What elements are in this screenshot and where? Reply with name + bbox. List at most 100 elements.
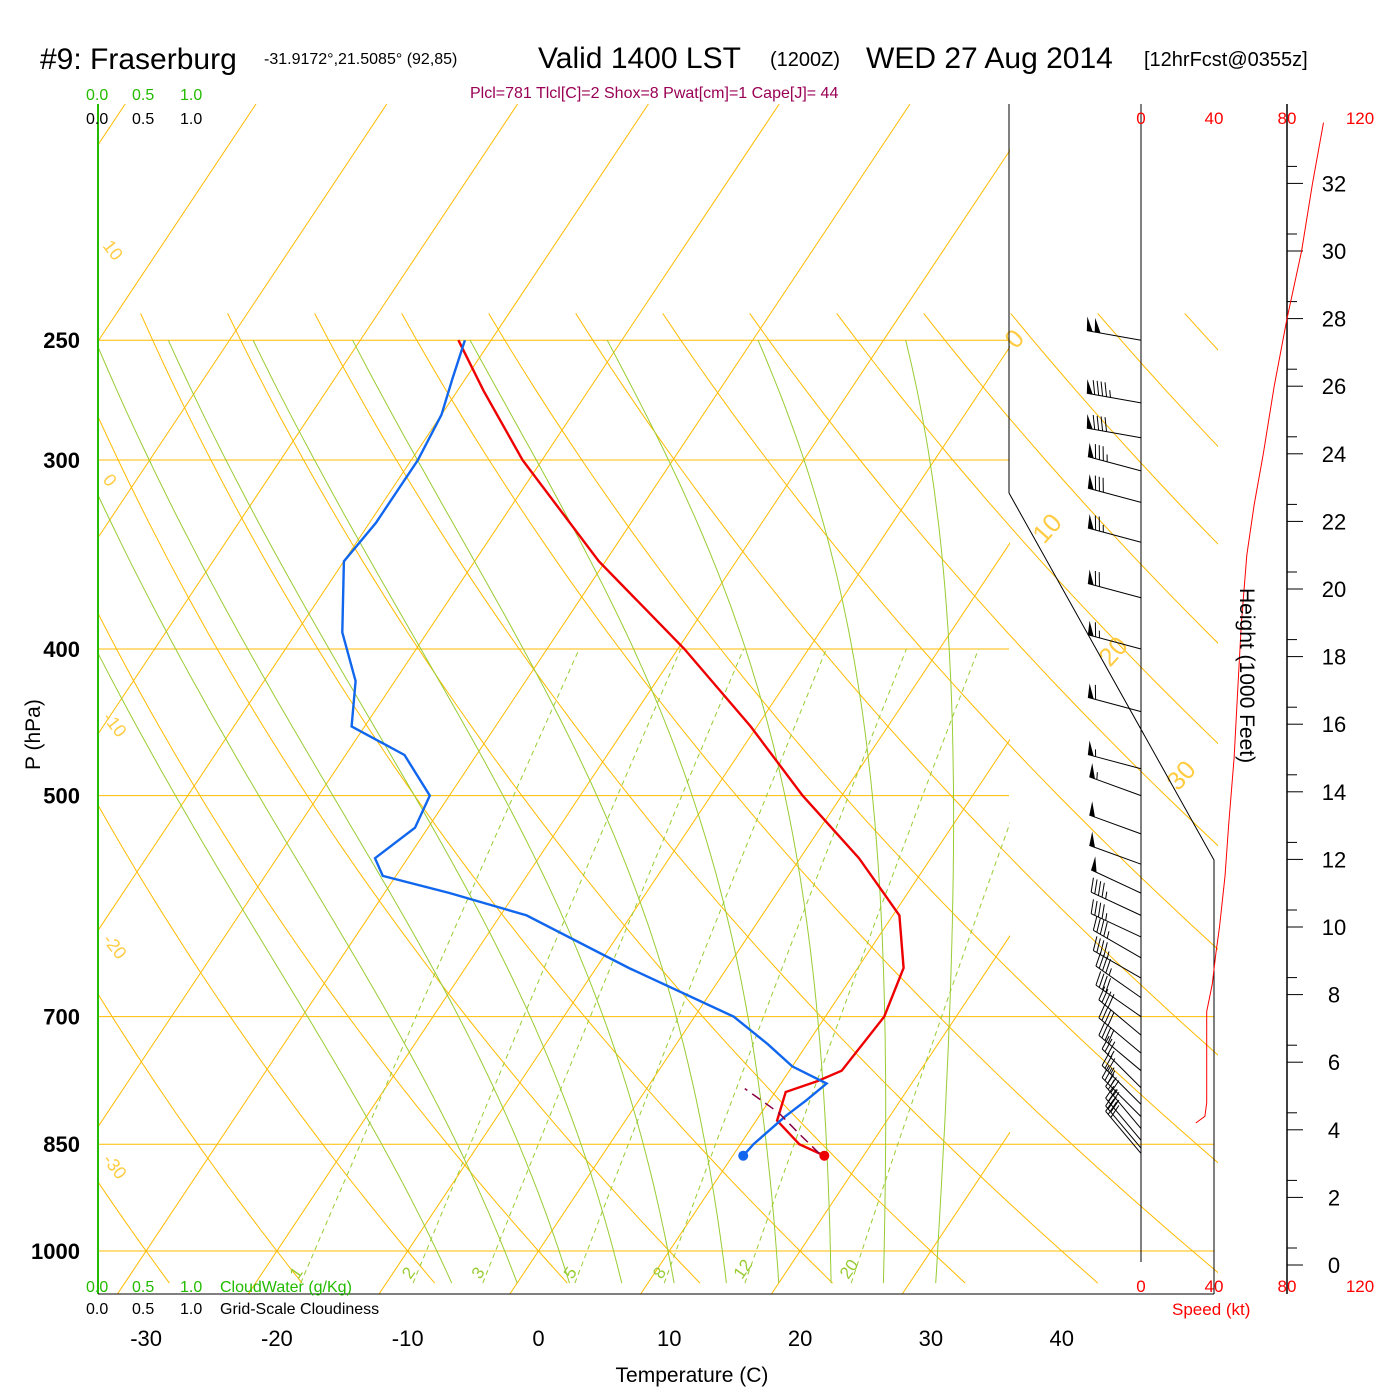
wind-barb — [1090, 899, 1142, 938]
wind-barb-full — [1095, 952, 1102, 967]
isotherm-line — [98, 104, 388, 539]
speed-bottom-tick-label: 120 — [1346, 1277, 1374, 1296]
height-tick-label: 30 — [1322, 239, 1346, 264]
wind-barb-staff — [1101, 1065, 1142, 1105]
wind-barb-flag — [1087, 740, 1094, 757]
mixing-ratio-line — [300, 648, 580, 1284]
dry-adiabat — [98, 612, 568, 1284]
dry-adiabat — [488, 313, 1218, 1164]
temperature-tick-label: 20 — [788, 1326, 812, 1351]
wind-barb-full — [1101, 904, 1105, 919]
wind-barb-full — [1092, 415, 1096, 430]
moist-adiabat — [757, 340, 887, 1284]
cloudiness-bottom-tick-2: 1.0 — [180, 1301, 202, 1318]
wind-barb-staff — [1087, 583, 1142, 599]
speed-bottom-tick-label: 0 — [1136, 1277, 1145, 1296]
wind-barb-staff — [1086, 427, 1142, 439]
wind-barb-full — [1103, 942, 1108, 957]
valid-time: Valid 1400 LST — [538, 42, 741, 75]
wind-barb-full — [1101, 1006, 1109, 1021]
height-tick-label: 24 — [1322, 442, 1346, 467]
isotherm-line — [247, 149, 1010, 1295]
speed-bottom-tick-label: 40 — [1205, 1277, 1224, 1296]
wind-barb — [1105, 1093, 1142, 1149]
moist-adiabat — [252, 339, 675, 1284]
speed-top-tick-label: 80 — [1278, 109, 1297, 128]
isotherm-line — [98, 104, 257, 343]
isotherm-line — [1033, 104, 1400, 1294]
barb-panel-boundary — [1008, 492, 1215, 1294]
dry-adiabat — [1359, 313, 1400, 1283]
wind-barb — [1090, 877, 1142, 916]
wind-barb-staff — [1093, 929, 1142, 959]
wind-barb-full — [1105, 1093, 1115, 1107]
wind-barb-full — [1101, 1064, 1110, 1078]
wind-barb-full — [1098, 986, 1106, 1001]
wind-barb-half — [1106, 931, 1110, 939]
moist-adiabat — [606, 339, 832, 1284]
mixing-ratio-label: 3 — [468, 1264, 489, 1283]
isotherm-label: 10 — [99, 236, 127, 264]
wind-barb-full — [1104, 1026, 1112, 1041]
temperature-axis: -30 -20 -10 0 10 20 30 40 — [130, 1326, 1074, 1351]
mixing-ratio-line — [574, 648, 827, 1284]
wind-barb-full — [1104, 1067, 1113, 1081]
speed-top-tick-label: 40 — [1205, 109, 1224, 128]
wind-barb — [1086, 414, 1142, 439]
isobar-lines — [98, 339, 1214, 1252]
dry-adiabat — [923, 313, 1218, 644]
cloudiness-top-tick-0: 0.0 — [86, 111, 108, 128]
dry-adiabat — [1097, 313, 1218, 448]
wind-barb-full — [1105, 1098, 1115, 1112]
wind-barb-full — [1110, 1080, 1120, 1093]
wind-barb-full — [1104, 991, 1112, 1006]
wind-barb-staff — [1105, 1086, 1142, 1129]
temperature-tick-label: 0 — [532, 1326, 544, 1351]
height-tick-label: 20 — [1322, 577, 1346, 602]
wind-barb-full — [1105, 1074, 1115, 1087]
wind-barb-flag — [1086, 379, 1093, 395]
moist-adiabat-lines — [98, 339, 955, 1284]
dewpoint-profile-line — [341, 339, 829, 1157]
wind-barb — [1101, 1052, 1142, 1105]
cloud-bottom-tick-0: 0.0 — [86, 1279, 108, 1296]
wind-barbs — [1086, 316, 1142, 1154]
wind-barb-half — [1110, 1067, 1115, 1075]
dry-adiabat — [314, 313, 1099, 1284]
wind-barb-full — [1096, 380, 1100, 396]
height-tick-label: 12 — [1322, 847, 1346, 872]
moist-adiabat — [469, 339, 780, 1284]
wind-barb-staff — [1098, 999, 1142, 1036]
speed-bottom-tick-label: 80 — [1278, 1277, 1297, 1296]
surface-temperature-dot — [819, 1150, 830, 1161]
wind-barb — [1092, 936, 1142, 979]
wind-barb-full — [1098, 1004, 1106, 1019]
mixing-ratio-label: 2 — [398, 1264, 419, 1283]
mixing-ratio-label: 12 — [730, 1256, 756, 1282]
wind-barb-flag — [1094, 317, 1101, 334]
wind-barb — [1092, 916, 1142, 959]
wind-barb — [1098, 1004, 1142, 1054]
wind-barb-full — [1104, 417, 1108, 432]
wind-barb-flag — [1086, 414, 1093, 430]
wind-barb-full — [1100, 381, 1104, 397]
temperature-tick-label: 40 — [1049, 1326, 1073, 1351]
pressure-axis-title: P (hPa) — [22, 699, 45, 770]
mixing-ratio-label: 5 — [560, 1264, 581, 1283]
wind-barb — [1089, 801, 1142, 835]
wind-barb-full — [1104, 1055, 1113, 1069]
wind-barb — [1101, 1035, 1142, 1089]
wind-barb-half — [1105, 913, 1108, 921]
isotherm-label: -20 — [99, 930, 131, 963]
sounding-profiles — [341, 339, 905, 1161]
wind-barb-full — [1098, 954, 1105, 969]
potential-temp-label: 20 — [1092, 630, 1134, 672]
isotherm-lines — [98, 104, 1400, 1295]
wind-barb-full — [1107, 1012, 1115, 1026]
wind-barb-full — [1105, 959, 1112, 974]
height-tick-label: 22 — [1322, 509, 1346, 534]
wind-barb-full — [1102, 956, 1108, 971]
wind-barb-full — [1092, 916, 1098, 931]
height-tick-label: 6 — [1328, 1050, 1340, 1075]
pressure-tick-label: 500 — [43, 784, 80, 809]
